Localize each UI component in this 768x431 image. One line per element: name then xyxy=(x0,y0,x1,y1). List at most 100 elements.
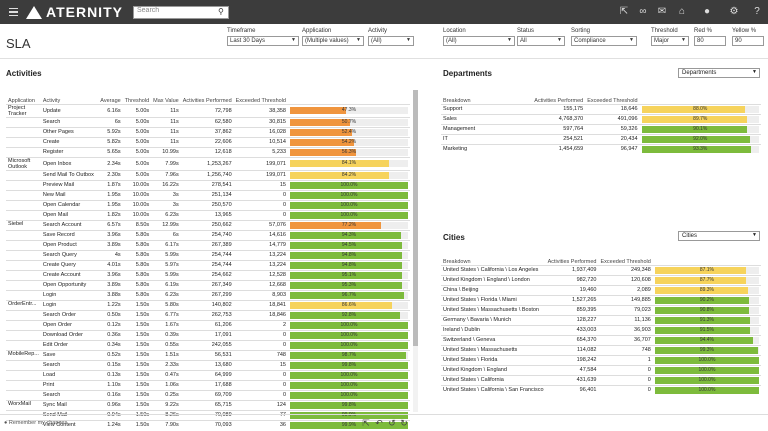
departments-dropdown[interactable]: Departments ▼ xyxy=(678,68,760,78)
revert-icon[interactable]: ↺ xyxy=(388,418,396,428)
search-icon[interactable]: ⚲ xyxy=(218,7,224,16)
table-row[interactable]: Create Account 3.96s 5.80s 5.99s 254,662 12,5… xyxy=(6,269,410,280)
compliance-bar-cell: 100.0% xyxy=(288,329,410,340)
filter-value[interactable]: (All) ▼ xyxy=(368,36,414,46)
performed-cell: 254,744 xyxy=(180,249,234,260)
share-icon[interactable]: ⇱ xyxy=(362,418,370,428)
table-row[interactable]: Login 3.88s 5.80s 6.23s 267,299 8,903 96.7% xyxy=(6,289,410,300)
table-row[interactable]: United Kingdom \ England 47,584 0 100.0% xyxy=(441,364,761,375)
filter-value[interactable]: 80 xyxy=(694,36,726,46)
table-row[interactable]: Management 597,764 59,326 90.1% xyxy=(441,123,761,134)
table-row[interactable]: Microsoft Outlook Open Inbox 2.34s 5.00s 7.9… xyxy=(6,156,410,170)
table-row[interactable]: WorxMail Sync Mail 0.96s 1.50s 9.22s 65,715 12… xyxy=(6,399,410,410)
table-row[interactable]: Search Order 0.50s 1.50s 6.77s 262,753 18,846… xyxy=(6,309,410,320)
table-row[interactable]: Register 5.65s 5.00s 10.99s 12,618 5,233 56.3% xyxy=(6,146,410,157)
compliance-bar: 86.6% xyxy=(290,301,408,309)
table-row[interactable]: Open Product 3.89s 5.80s 6.17s 267,389 14,779… xyxy=(6,239,410,250)
table-row[interactable]: View Content 1.24s 1.50s 7.90s 70,093 36 99.9% xyxy=(6,419,410,430)
menu-icon[interactable] xyxy=(4,0,22,24)
table-row[interactable]: Marketing 1,454,659 96,947 93.3% xyxy=(441,143,761,154)
exceeded-cell: 18,846 xyxy=(233,309,288,320)
table-row[interactable]: Open Calendar 1.95s 10.00s 3s 250,570 0 100.0% xyxy=(6,199,410,210)
table-row[interactable]: United States \ California \ Los Angeles… xyxy=(441,264,761,275)
gear-icon[interactable]: ⚙ xyxy=(729,6,739,17)
cities-dropdown[interactable]: Cities ▼ xyxy=(678,231,760,241)
table-row[interactable]: MobileRep... Save 0.52s 1.50s 1.51s 56,531 748… xyxy=(6,349,410,360)
scrollbar[interactable] xyxy=(413,90,418,412)
table-row[interactable]: Open Order 0.12s 1.50s 1.67s 61,206 2 100.0% xyxy=(6,319,410,330)
table-row[interactable]: United States \ California \ San Francis… xyxy=(441,384,761,395)
compliance-bar-fill xyxy=(290,128,352,136)
help-icon[interactable]: ? xyxy=(754,6,760,17)
table-row[interactable]: United States \ Massachusetts 114,082 748 9… xyxy=(441,344,761,355)
application-cell xyxy=(6,199,41,210)
table-row[interactable]: Preview Mail 1.87s 10.00s 16.22s 278,541 15 10… xyxy=(6,179,410,190)
refresh-icon[interactable]: ↻ xyxy=(400,418,408,428)
search-input[interactable]: Search xyxy=(133,6,229,19)
breakdown-cell: Support xyxy=(441,103,533,114)
filter-value[interactable]: Last 30 Days ▼ xyxy=(227,36,299,46)
application-cell xyxy=(6,359,41,370)
table-row[interactable]: Create 5.82s 5.00s 11s 22,606 10,514 54.2% xyxy=(6,136,410,147)
exceeded-cell: 249,348 xyxy=(598,264,653,275)
filter-value[interactable]: All ▼ xyxy=(517,36,565,46)
table-row[interactable]: Project Tracker Update 6.16s 5.00s 11s 72,798… xyxy=(6,103,410,117)
page-title: SLA xyxy=(6,36,31,51)
table-row[interactable]: Search 0.16s 1.50s 0.25s 69,709 0 100.0% xyxy=(6,389,410,400)
table-row[interactable]: Switzerland \ Geneva 654,370 36,707 94.4% xyxy=(441,334,761,345)
table-row[interactable]: Download Order 0.36s 1.50s 0.39s 17,091 0 100.… xyxy=(6,329,410,340)
undo-icon[interactable]: ↶ xyxy=(375,418,383,428)
table-row[interactable]: IT 254,521 20,434 92.0% xyxy=(441,133,761,144)
column-header: Threshold xyxy=(124,97,150,104)
max-value-cell: 0.47s xyxy=(151,369,181,380)
table-row[interactable]: United Kingdom \ England \ London 982,720… xyxy=(441,274,761,285)
link-icon[interactable]: ∞ xyxy=(639,6,647,17)
table-row[interactable]: United States \ California 431,639 0 100.0% xyxy=(441,374,761,385)
remember-changes[interactable]: ● Remember my changes xyxy=(4,420,68,426)
filter-value[interactable]: Compliance ▼ xyxy=(571,36,637,46)
filter-value[interactable]: Major ▼ xyxy=(651,36,689,46)
table-row[interactable]: Open Opportunity 3.89s 5.80s 6.19s 267,349 12… xyxy=(6,279,410,290)
home-icon[interactable]: ⌂ xyxy=(678,6,686,17)
table-row[interactable]: Other Pages 5.92s 5.00s 11s 37,862 16,028 52.4… xyxy=(6,126,410,137)
scrollbar-thumb[interactable] xyxy=(413,90,418,346)
breakdown-cell: IT xyxy=(441,133,533,144)
filter-value[interactable]: 90 xyxy=(732,36,764,46)
table-row[interactable]: Germany \ Bavaria \ Munich 128,227 11,136 9… xyxy=(441,314,761,325)
table-row[interactable]: Search Query 4s 5.80s 5.99s 254,744 13,224 94.… xyxy=(6,249,410,260)
threshold-cell: 5.80s xyxy=(122,229,152,240)
max-value-cell: 6.17s xyxy=(151,239,181,250)
filter-location: Location (All) ▼ xyxy=(443,28,515,46)
table-row[interactable]: Sales 4,768,370 491,096 89.7% xyxy=(441,113,761,124)
exceeded-cell: 0 xyxy=(233,369,288,380)
table-row[interactable]: Load 0.13s 1.50s 0.47s 64,999 0 100.0% xyxy=(6,369,410,380)
mail-icon[interactable]: ✉ xyxy=(657,6,667,17)
table-row[interactable]: New Mail 1.95s 10.00s 3s 251,134 0 100.0% xyxy=(6,189,410,200)
filter-value[interactable]: (Multiple values) ▼ xyxy=(302,36,364,46)
compliance-bar-cell: 96.7% xyxy=(288,289,410,300)
performed-cell: 13,965 xyxy=(180,209,234,220)
table-row[interactable]: Save Record 3.96s 5.80s 6s 254,740 14,616 94.3… xyxy=(6,229,410,240)
table-row[interactable]: Send Mail To Outbox 2.30s 5.00s 7.96s 1,256,… xyxy=(6,169,410,180)
export-icon[interactable]: ⇱ xyxy=(619,6,629,17)
user-icon[interactable]: ● xyxy=(703,6,711,17)
compliance-bar-cell: 90.1% xyxy=(639,123,761,134)
table-row[interactable]: Open Mail 1.82s 10.00s 6.23s 13,965 0 100.0% xyxy=(6,209,410,220)
compliance-label: 100.0% xyxy=(340,181,358,188)
table-row[interactable]: China \ Beijing 19,460 2,089 89.3% xyxy=(441,284,761,295)
compliance-bar-cell: 87.7% xyxy=(652,274,761,285)
table-row[interactable]: OrderEntr... Login 1.22s 1.50s 5.80s 140,802 1… xyxy=(6,299,410,310)
table-row[interactable]: Edit Order 0.34s 1.50s 0.55s 242,055 0 100.0% xyxy=(6,339,410,350)
table-row[interactable]: Siebel Search Account 6.57s 8.50s 12.99s 250,… xyxy=(6,219,410,230)
table-row[interactable]: United States \ Florida \ Miami 1,527,265… xyxy=(441,294,761,305)
table-row[interactable]: Search 0.15s 1.50s 2.33s 13,680 15 99.8% xyxy=(6,359,410,370)
table-row[interactable]: United States \ Florida 198,242 1 100.0% xyxy=(441,354,761,365)
table-row[interactable]: Search 6s 5.00s 11s 62,580 30,815 50.7% xyxy=(6,116,410,127)
activity-cell: Save xyxy=(40,349,99,360)
filter-value[interactable]: (All) ▼ xyxy=(443,36,515,46)
table-row[interactable]: Ireland \ Dublin 433,003 36,903 91.5% xyxy=(441,324,761,335)
table-row[interactable]: Create Query 4.01s 5.80s 5.97s 254,744 13,224… xyxy=(6,259,410,270)
table-row[interactable]: Print 1.10s 1.50s 1.06s 17,688 0 100.0% xyxy=(6,379,410,390)
table-row[interactable]: United States \ Massachusetts \ Boston 85… xyxy=(441,304,761,315)
table-row[interactable]: Support 155,175 18,646 88.0% xyxy=(441,103,761,114)
